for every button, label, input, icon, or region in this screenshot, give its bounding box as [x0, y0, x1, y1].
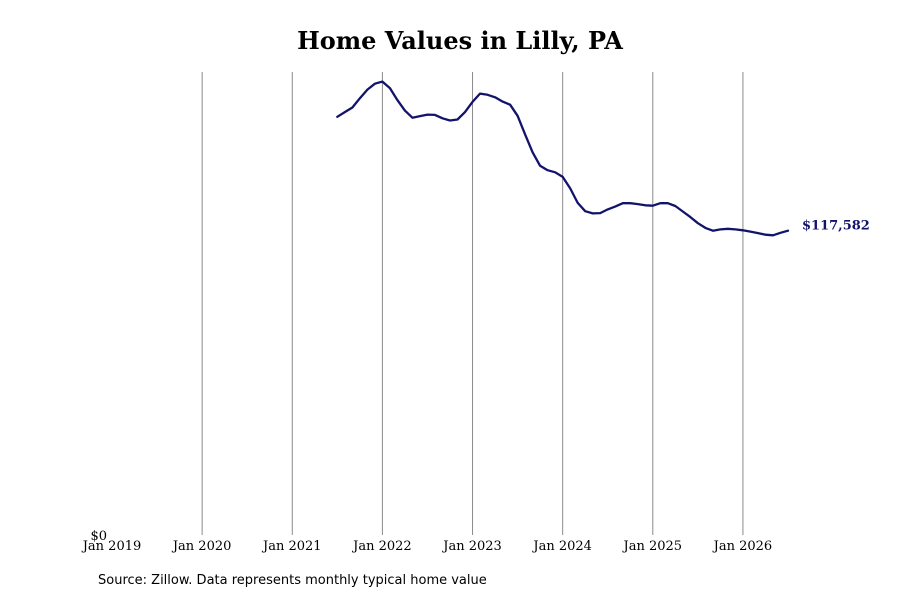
source-note: Source: Zillow. Data represents monthly … [98, 573, 487, 588]
chart-title: Home Values in Lilly, PA [297, 26, 623, 55]
x-tick-label: Jan 2025 [622, 539, 683, 554]
series-line [336, 80, 790, 237]
y-tick-label: $0 [90, 529, 107, 544]
x-tick-label: Jan 2023 [441, 539, 502, 554]
x-tick-label: Jan 2021 [261, 539, 322, 554]
x-tick-label: Jan 2019 [81, 539, 142, 554]
x-tick-label: Jan 2024 [531, 539, 592, 554]
x-tick-label: Jan 2022 [351, 539, 412, 554]
end-value-label: $117,582 [802, 219, 870, 234]
x-tick-label: Jan 2020 [171, 539, 232, 554]
x-tick-label: Jan 2026 [712, 539, 773, 554]
